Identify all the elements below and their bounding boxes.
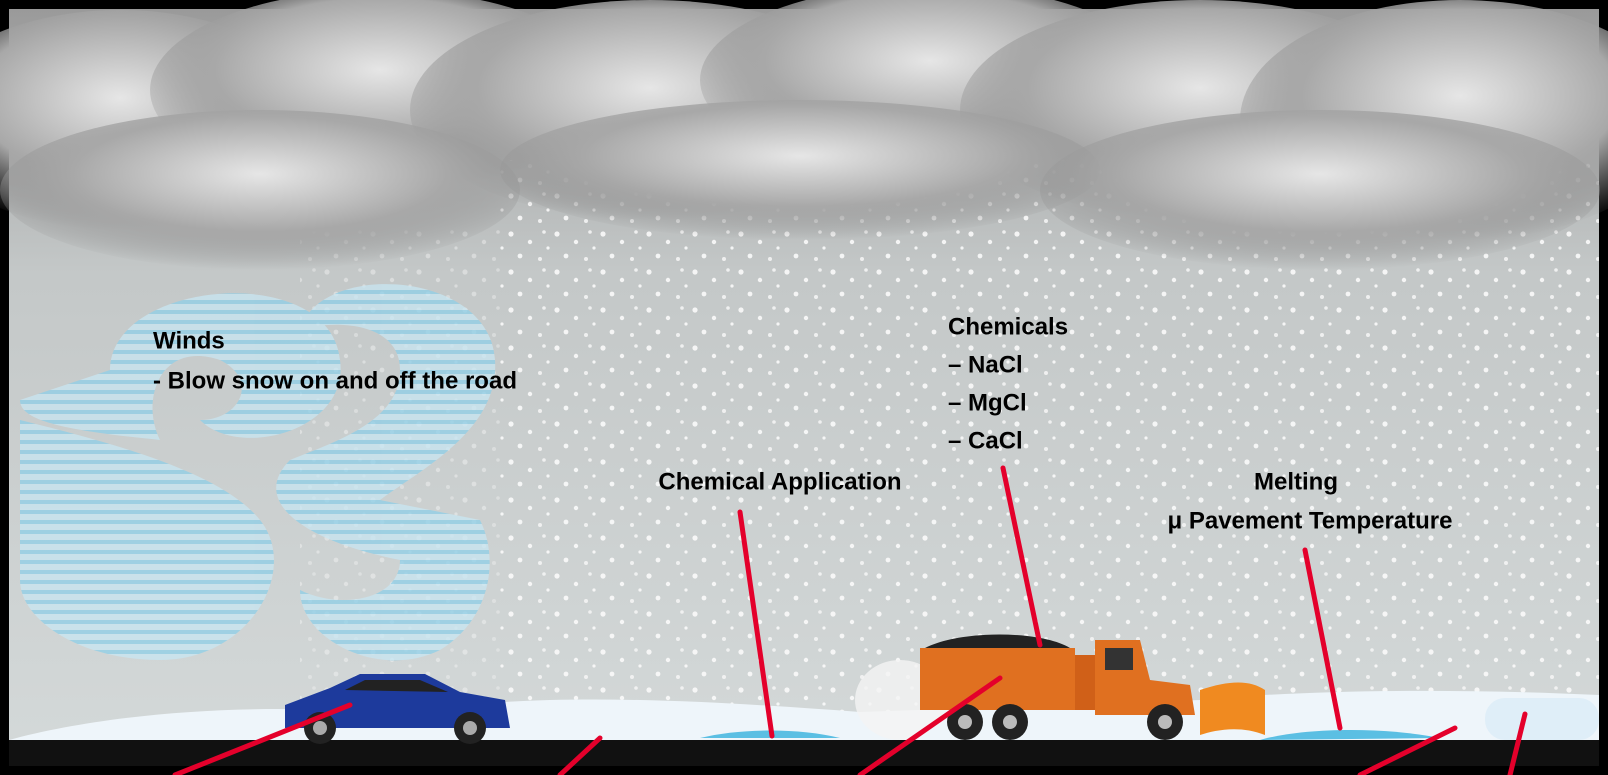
road: [9, 740, 1599, 766]
chemical-item: – CaCl: [948, 427, 1023, 454]
chemical-application: Chemical Application: [658, 468, 901, 495]
chemical-item: – NaCl: [948, 351, 1023, 378]
melting-detail: μ Pavement Temperature: [1167, 507, 1452, 534]
plow-truck: [920, 634, 1265, 740]
wind-swirls: [20, 284, 496, 661]
clouds: [0, 0, 1608, 270]
winds-title: Winds: [153, 327, 225, 354]
pointer-lines: [172, 465, 1528, 775]
car: [285, 674, 510, 744]
chemicals-title: Chemicals: [948, 313, 1068, 340]
melting-title: Melting: [1254, 468, 1338, 495]
winds-detail: - Blow snow on and off the road: [153, 367, 517, 394]
chemical-item: – MgCl: [948, 389, 1027, 416]
